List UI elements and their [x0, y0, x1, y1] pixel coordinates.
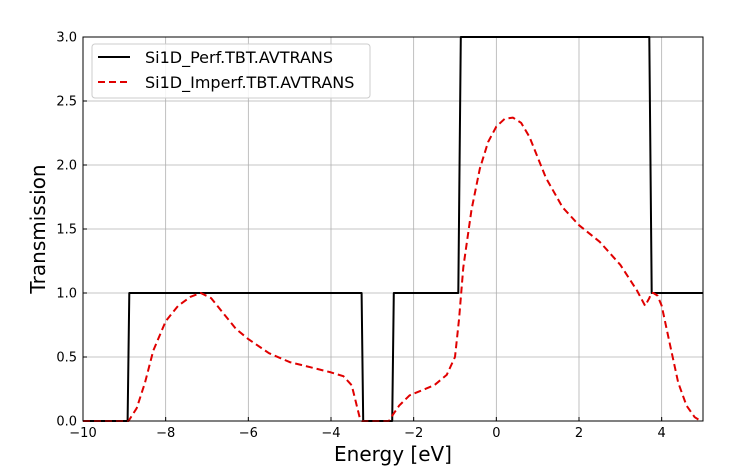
y-tick-label: 1.5 [56, 223, 77, 238]
y-tick-label: 3.0 [56, 31, 77, 46]
y-tick-label: 2.5 [56, 95, 77, 110]
axes-ticks: −10 −8 −6 −4 −2 0 2 4 0.0 0.5 1.0 1.5 2.0 2.5 3.0 [56, 31, 665, 442]
y-tick-label: 2.0 [56, 159, 77, 174]
x-tick-label: −4 [321, 426, 340, 441]
x-tick-label: 2 [575, 426, 583, 441]
x-tick-label: 0 [492, 426, 500, 441]
x-tick-label: −6 [239, 426, 258, 441]
series-group [83, 36, 703, 422]
x-tick-label: −8 [156, 426, 175, 441]
y-tick-label: 0.0 [56, 415, 77, 430]
y-tick-label: 1.0 [56, 287, 77, 302]
legend-label-perfect: Si1D_Perf.TBT.AVTRANS [145, 48, 333, 68]
legend-label-imperfect: Si1D_Imperf.TBT.AVTRANS [145, 73, 354, 93]
series-line-imperfect [83, 116, 702, 422]
y-axis-label: Transmission [26, 164, 50, 294]
x-tick-label: −10 [69, 426, 96, 441]
x-tick-label: 4 [658, 426, 666, 441]
series-line-perfect [83, 36, 703, 422]
x-axis-label: Energy [eV] [334, 442, 452, 466]
y-tick-label: 0.5 [56, 351, 77, 366]
x-tick-label: −2 [404, 426, 423, 441]
legend-box [91, 43, 371, 99]
legend: Si1D_Perf.TBT.AVTRANS Si1D_Imperf.TBT.AV… [91, 43, 371, 99]
